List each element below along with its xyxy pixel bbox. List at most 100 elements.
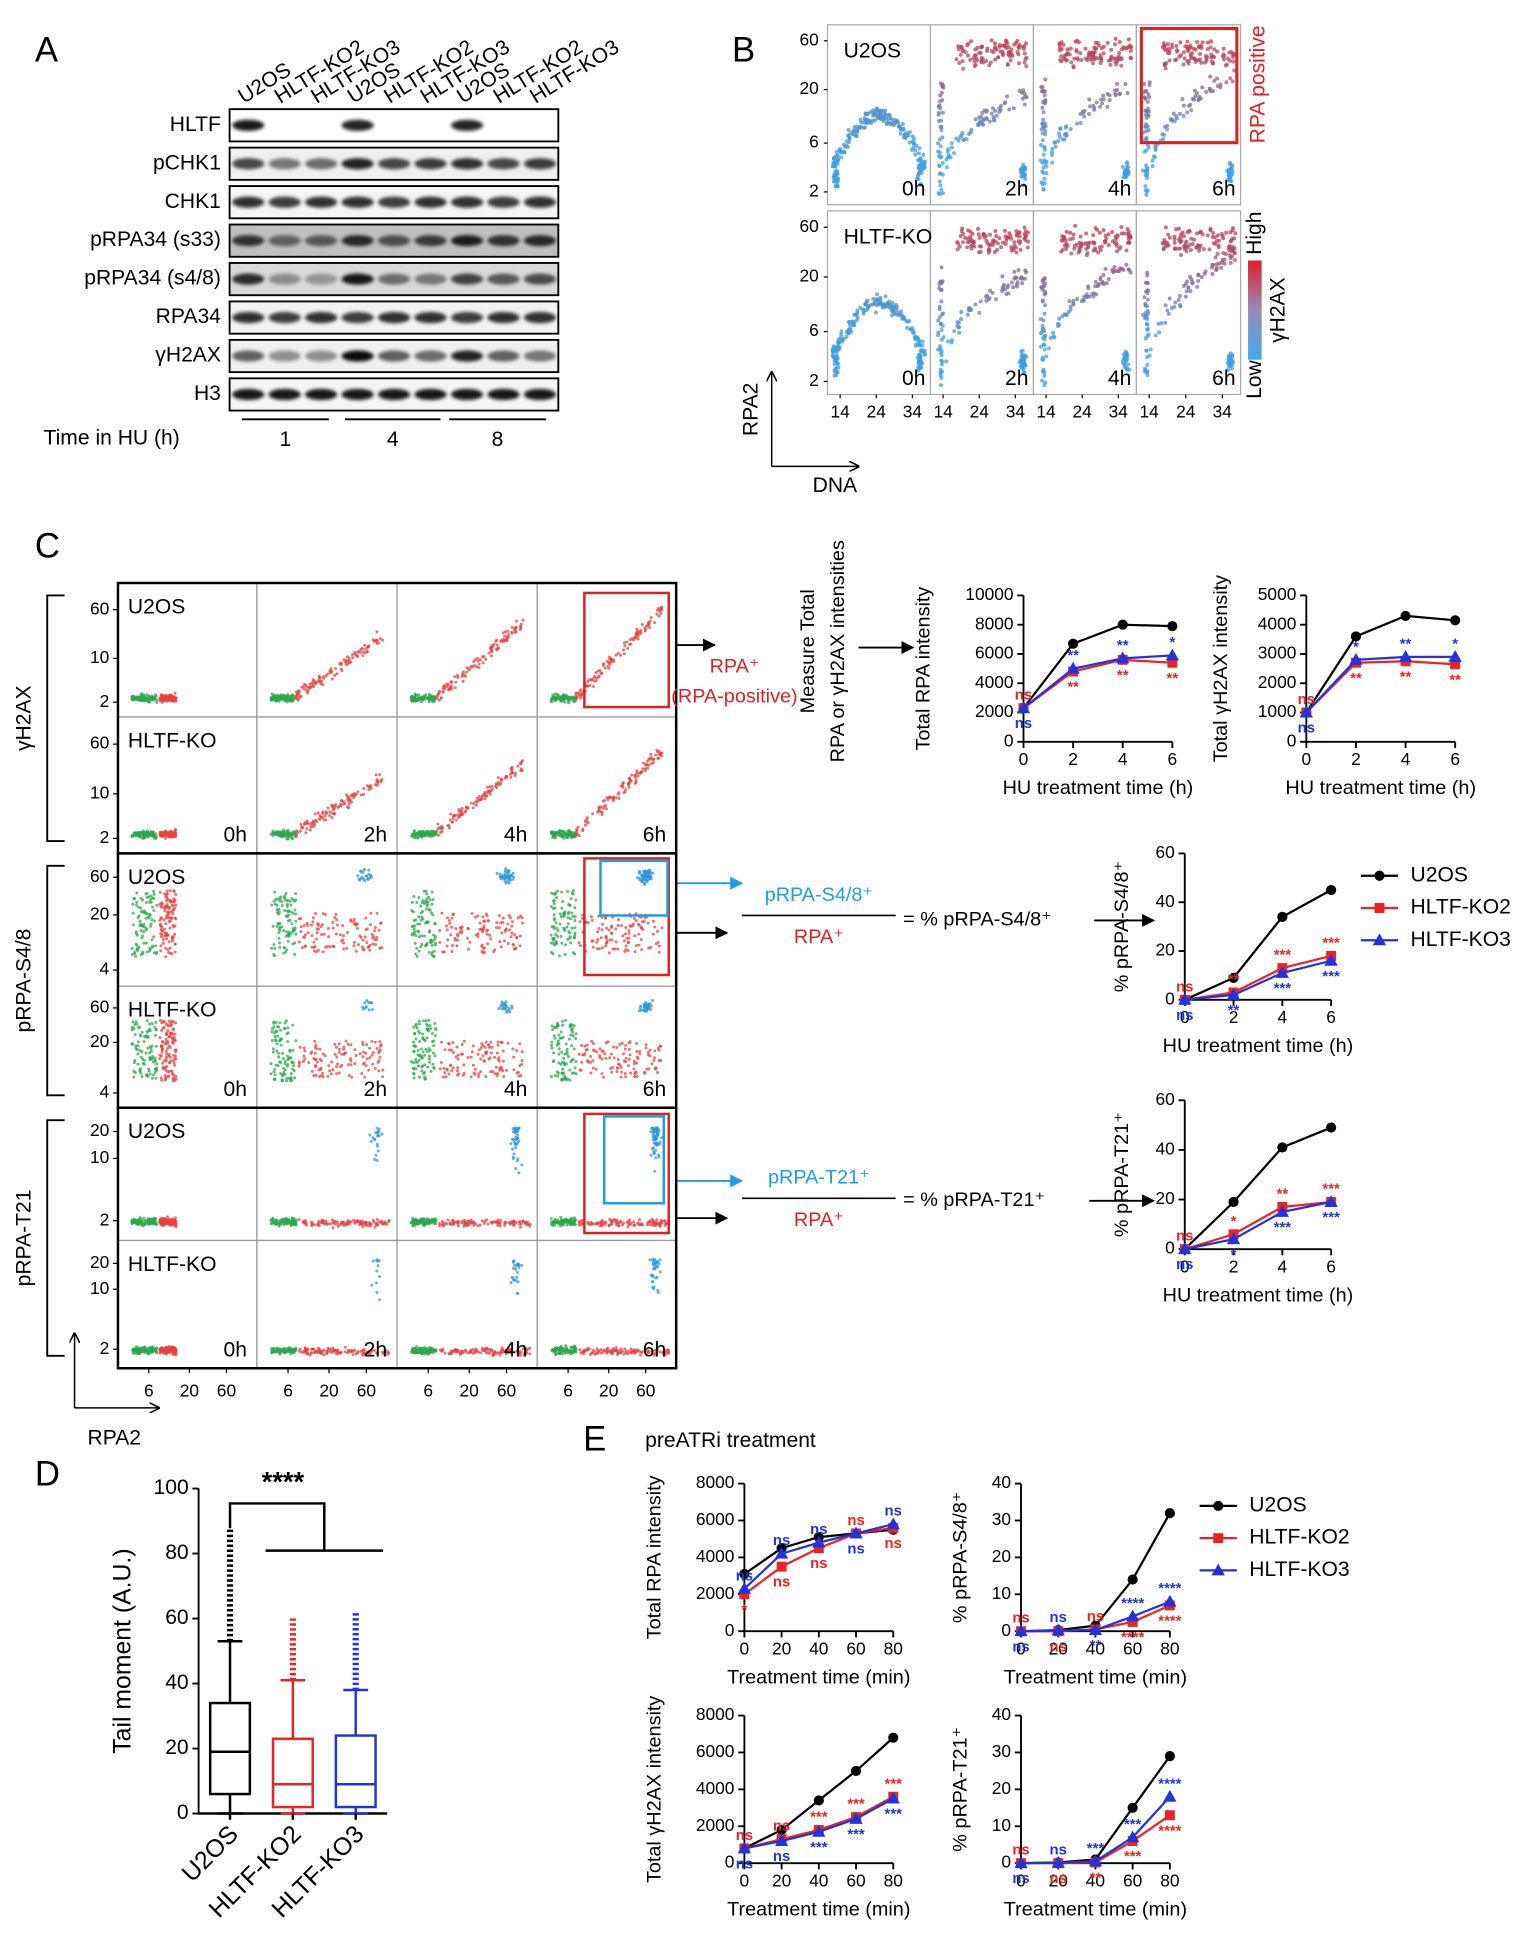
cell-point bbox=[145, 696, 149, 700]
cell-point bbox=[969, 39, 974, 44]
cell-point bbox=[875, 107, 880, 112]
cell-point bbox=[1041, 369, 1046, 374]
cell-point bbox=[1040, 138, 1045, 143]
cell-point bbox=[377, 641, 381, 645]
cell-point bbox=[623, 932, 627, 936]
cell-point bbox=[591, 812, 595, 816]
cell-point bbox=[374, 773, 378, 777]
cell-point bbox=[646, 921, 650, 925]
cell-point bbox=[499, 945, 503, 949]
cell-point bbox=[453, 675, 457, 679]
cell-point bbox=[1126, 267, 1131, 272]
cell-point bbox=[361, 870, 365, 874]
cell-points bbox=[830, 106, 927, 189]
cell-point bbox=[362, 787, 366, 791]
cell-point bbox=[510, 765, 514, 769]
cell-point bbox=[1009, 236, 1014, 241]
cell-point bbox=[610, 931, 614, 935]
blot-band bbox=[487, 350, 520, 362]
cell-point bbox=[377, 928, 381, 932]
cell-point bbox=[1178, 303, 1183, 308]
time-label: 4h bbox=[1108, 177, 1131, 200]
cell-point bbox=[442, 950, 446, 954]
cell-point bbox=[910, 139, 915, 144]
cell-point bbox=[1002, 228, 1007, 233]
cell-point bbox=[1181, 113, 1186, 118]
cell-point bbox=[639, 938, 643, 942]
cell-point bbox=[832, 373, 837, 378]
cell-point bbox=[940, 82, 945, 87]
cell-point bbox=[620, 784, 624, 788]
cell-point bbox=[1153, 333, 1158, 338]
cell-points bbox=[830, 292, 928, 378]
cell-point bbox=[145, 912, 149, 916]
cell-point bbox=[375, 911, 379, 915]
cell-point bbox=[571, 834, 575, 838]
cell-point bbox=[1024, 64, 1029, 69]
cell-point bbox=[445, 682, 449, 686]
cell-point bbox=[278, 1039, 282, 1043]
cell-point bbox=[1113, 42, 1118, 47]
cell-point bbox=[552, 938, 556, 942]
cell-point bbox=[633, 636, 637, 640]
cell-point bbox=[164, 899, 168, 903]
cell-point bbox=[549, 904, 553, 908]
cell-point bbox=[133, 897, 137, 901]
cell-point bbox=[164, 946, 168, 950]
cell-point bbox=[145, 1073, 149, 1077]
cell-point bbox=[847, 322, 852, 327]
cell-point bbox=[1057, 48, 1062, 53]
cell-point bbox=[417, 896, 421, 900]
cell-point bbox=[1038, 158, 1043, 163]
cell-point bbox=[331, 920, 335, 924]
cell-point bbox=[438, 826, 442, 830]
cell-point bbox=[1145, 316, 1150, 321]
cell-point bbox=[1167, 48, 1172, 53]
cell-point bbox=[881, 109, 886, 114]
cell-point bbox=[1145, 322, 1150, 327]
cell-point bbox=[1042, 176, 1047, 181]
cell-point bbox=[161, 937, 165, 941]
cell-point bbox=[1040, 169, 1045, 174]
cell-point bbox=[172, 831, 176, 835]
cell-point bbox=[1087, 104, 1092, 109]
x-tick-label: 34 bbox=[1109, 402, 1129, 422]
axis-label: RPA2 bbox=[739, 383, 762, 436]
cell-point bbox=[361, 938, 365, 942]
cell-point bbox=[581, 827, 585, 831]
cell-point bbox=[1122, 171, 1127, 176]
cell-point bbox=[166, 1040, 170, 1044]
cell-point bbox=[1196, 58, 1201, 63]
cell-point bbox=[640, 920, 644, 924]
cell-point bbox=[363, 868, 366, 872]
gate-label: RPA positive bbox=[1247, 25, 1270, 143]
cell-point bbox=[169, 900, 173, 904]
cell-point bbox=[946, 339, 950, 344]
cell-point bbox=[1022, 60, 1027, 65]
cell-point bbox=[367, 1068, 371, 1072]
cell-point bbox=[1185, 110, 1190, 115]
cell-point bbox=[633, 934, 637, 938]
cell-point bbox=[1058, 58, 1063, 63]
cell-point bbox=[890, 300, 895, 305]
cell-point bbox=[147, 1067, 151, 1071]
cell-point bbox=[310, 1050, 314, 1054]
cell-point bbox=[357, 649, 361, 653]
cell-point bbox=[552, 902, 556, 906]
cell-point bbox=[1227, 248, 1232, 253]
cell-point bbox=[279, 1060, 283, 1064]
cell-point bbox=[1086, 284, 1091, 289]
cell-point bbox=[973, 302, 978, 307]
cell-point bbox=[858, 117, 863, 122]
cell-point bbox=[607, 795, 611, 799]
cell-point bbox=[297, 940, 301, 944]
cell-point bbox=[571, 951, 575, 955]
cell-point bbox=[315, 937, 319, 941]
cell-point bbox=[1042, 347, 1047, 352]
cell-point bbox=[960, 59, 965, 64]
cell-point bbox=[940, 311, 945, 316]
cell-point bbox=[138, 835, 142, 839]
cell-point bbox=[139, 695, 143, 699]
cell-point bbox=[604, 807, 608, 811]
cell-point bbox=[349, 1043, 353, 1047]
